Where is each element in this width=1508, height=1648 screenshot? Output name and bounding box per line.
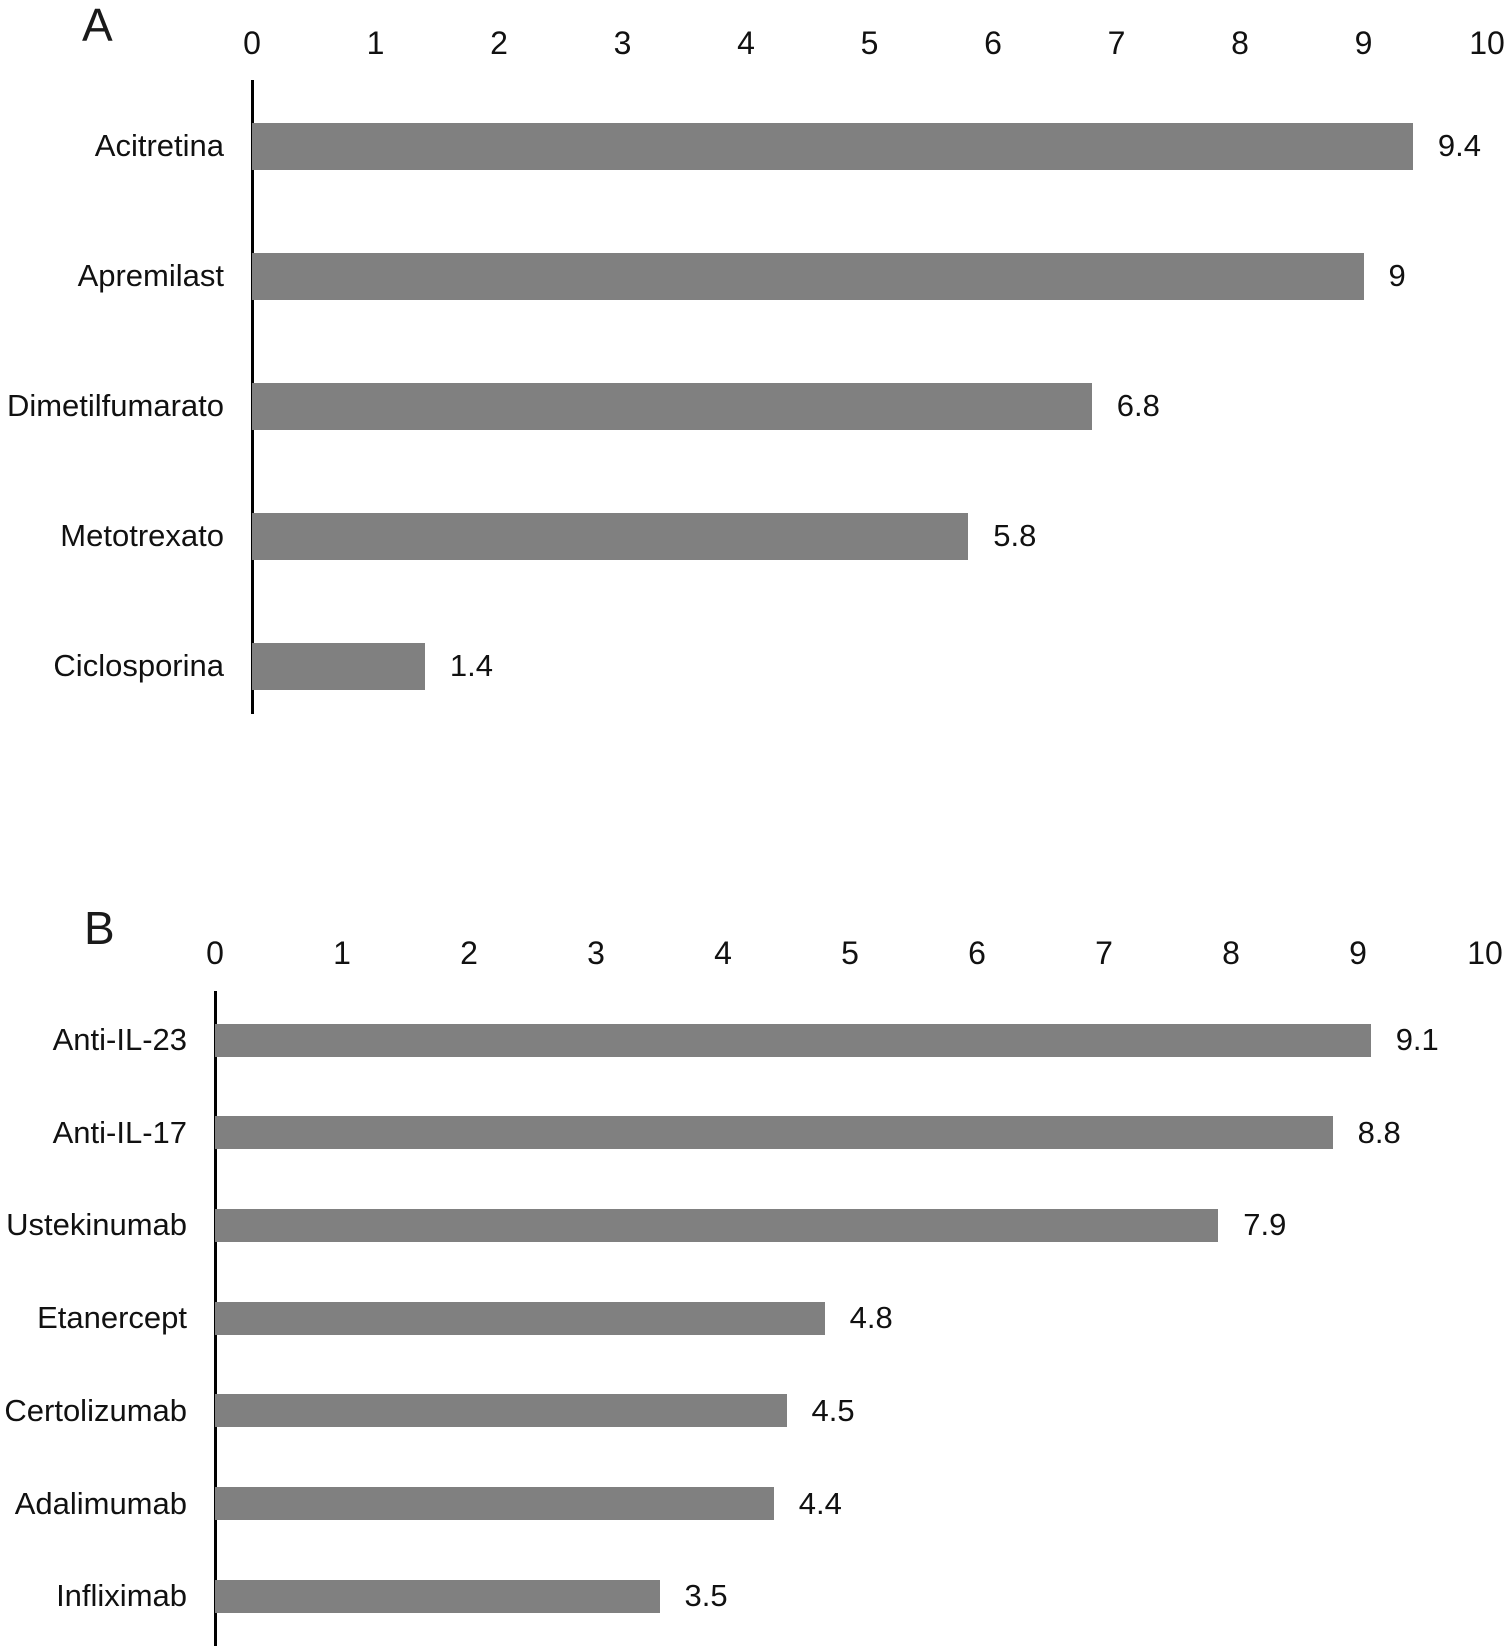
bar-value-label: 3.5: [684, 1578, 728, 1614]
bar-category-label: Apremilast: [77, 258, 224, 293]
bar-category-label: Anti-IL-23: [52, 1022, 187, 1057]
x-tick-label: 4: [737, 25, 755, 61]
x-tick-label: 1: [366, 25, 385, 61]
bar: [215, 1023, 1371, 1057]
bar-value-label: 9.1: [1395, 1022, 1439, 1057]
x-tick-label: 7: [1107, 25, 1126, 61]
bar-value-label: 9.4: [1437, 128, 1481, 163]
bar-category-label: Certolizumab: [4, 1392, 187, 1428]
bar-category-label: Dimetilfumarato: [6, 388, 224, 423]
bar-category-label: Metotrexato: [60, 518, 224, 553]
bar-value-label: 6.8: [1116, 388, 1160, 423]
bar: [252, 642, 425, 690]
x-tick-label: 3: [587, 935, 605, 971]
x-tick-label: 6: [984, 25, 1002, 61]
x-tick-label: 5: [860, 25, 879, 61]
x-tick-label: 5: [841, 935, 859, 971]
x-tick-label: 1: [333, 935, 351, 971]
bar-category-label: Ciclosporina: [53, 648, 224, 683]
bar-category-label: Etanercept: [37, 1300, 187, 1336]
bar: [252, 512, 969, 560]
bar-value-label: 7.9: [1243, 1207, 1287, 1243]
x-tick-label: 0: [243, 25, 261, 61]
x-tick-label: 9: [1354, 25, 1373, 61]
bar-value-label: 5.8: [993, 518, 1037, 553]
x-tick-label: 0: [206, 935, 224, 971]
x-tick-label: 6: [968, 935, 986, 971]
bar-value-label: 4.8: [849, 1300, 893, 1336]
x-tick-label: 10: [1469, 25, 1505, 61]
bar-category-label: Ustekinumab: [6, 1207, 187, 1243]
bar: [215, 1208, 1219, 1242]
bar: [215, 1394, 787, 1428]
x-tick-label: 4: [714, 935, 732, 971]
bar: [215, 1301, 825, 1335]
x-tick-label: 8: [1222, 935, 1240, 971]
panel-label: A: [82, 0, 113, 51]
bar-value-label: 1.4: [449, 648, 493, 683]
bar-category-label: Infliximab: [56, 1578, 187, 1614]
bar-category-label: Acitretina: [94, 128, 224, 163]
bar-value-label: 8.8: [1357, 1114, 1401, 1150]
x-tick-label: 10: [1467, 935, 1503, 971]
bar: [215, 1487, 774, 1520]
bar-category-label: Anti-IL-17: [52, 1114, 187, 1150]
bar-value-label: 4.4: [798, 1485, 842, 1521]
bar: [252, 122, 1413, 170]
x-tick-label: 7: [1095, 935, 1113, 971]
bar-value-label: 9: [1388, 258, 1406, 293]
x-tick-label: 3: [613, 25, 632, 61]
x-tick-label: 9: [1349, 935, 1367, 971]
x-tick-label: 8: [1231, 25, 1249, 61]
panel-label: B: [84, 902, 115, 954]
bar-value-label: 4.5: [811, 1392, 855, 1428]
bar: [215, 1116, 1333, 1150]
bar: [252, 252, 1364, 300]
bar-category-label: Adalimumab: [14, 1485, 187, 1521]
x-tick-label: 2: [460, 935, 478, 971]
bar: [215, 1579, 660, 1613]
x-tick-label: 2: [490, 25, 508, 61]
bar: [252, 382, 1092, 430]
